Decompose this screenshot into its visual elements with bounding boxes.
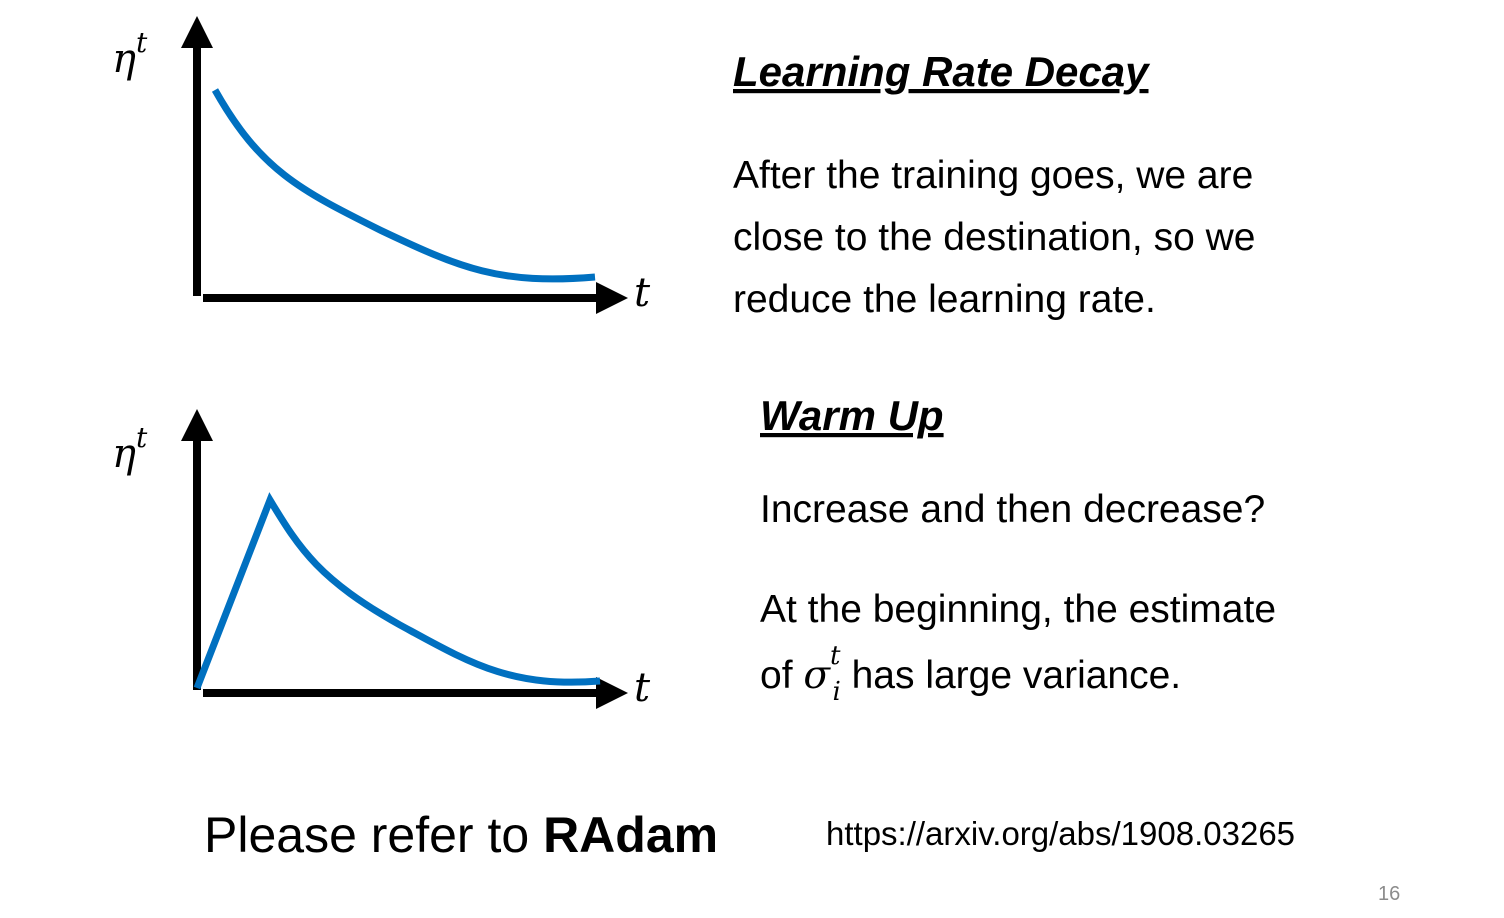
text: Please refer to xyxy=(204,807,543,863)
paragraph-line: Increase and then decrease? xyxy=(760,488,1265,531)
sigma: σ xyxy=(803,653,831,698)
subscript: i xyxy=(832,677,840,707)
section-title: Learning Rate Decay xyxy=(733,48,1151,95)
paragraph-line: After the training goes, we are xyxy=(733,154,1253,197)
paragraph-line: of σt i has large variance. xyxy=(760,641,1181,707)
y-axis-label: ηt xyxy=(112,26,148,82)
paragraph-line: reduce the learning rate. xyxy=(733,278,1156,321)
bold-text: RAdam xyxy=(543,807,718,863)
url[interactable]: https://arxiv.org/abs/1908.03265 xyxy=(826,815,1295,852)
paragraph-line: At the beginning, the estimate xyxy=(760,588,1276,631)
x-axis-label: t xyxy=(634,270,651,316)
y-axis-label: ηt xyxy=(112,421,148,477)
warmup-curve xyxy=(193,492,601,690)
decay-curve xyxy=(211,88,596,283)
superscript: t xyxy=(136,26,148,59)
superscript: t xyxy=(136,421,148,454)
section-title: Warm Up xyxy=(760,392,944,439)
page-number: 16 xyxy=(1378,883,1400,905)
superscript: t xyxy=(830,641,841,671)
footer-text: Please refer to RAdam xyxy=(204,807,718,863)
eta: η xyxy=(112,431,136,477)
eta: η xyxy=(112,36,136,82)
paragraph-line: close to the destination, so we xyxy=(733,216,1255,259)
text: has large variance. xyxy=(841,654,1181,697)
warmup-diagram: ηt t xyxy=(112,409,651,711)
text: of xyxy=(760,654,803,697)
decay-diagram: ηt t xyxy=(112,16,651,316)
x-axis-label: t xyxy=(634,665,651,711)
